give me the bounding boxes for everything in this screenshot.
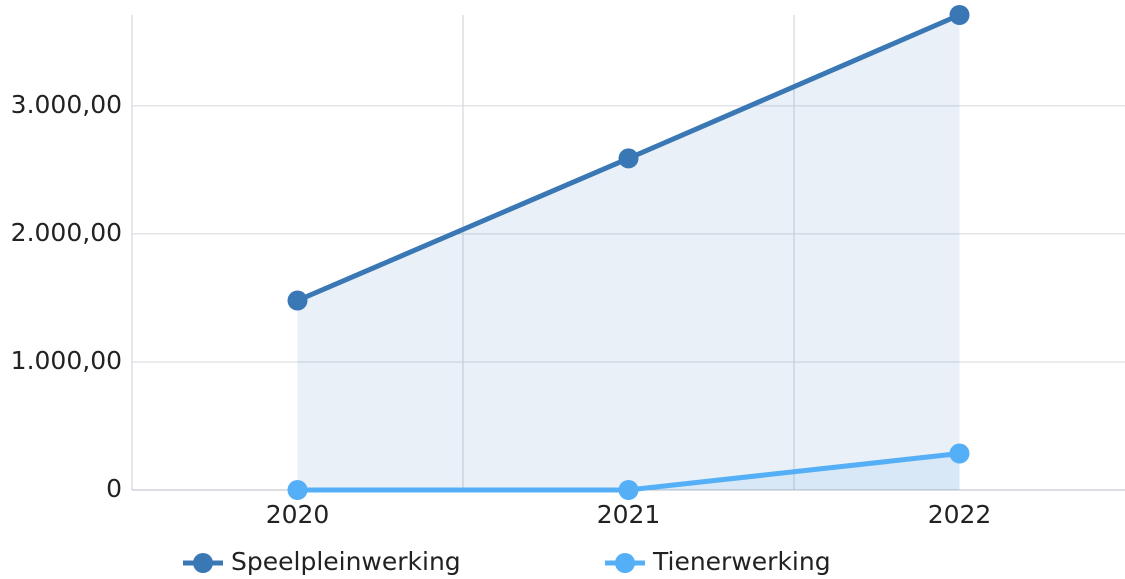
legend-marker xyxy=(193,553,213,573)
legend-marker xyxy=(615,553,635,573)
y-tick-label: 3.000,00 xyxy=(11,90,122,119)
point xyxy=(618,480,639,500)
point xyxy=(618,148,639,169)
x-tick-label: 2022 xyxy=(928,500,992,529)
x-tick-label: 2020 xyxy=(266,500,330,529)
point xyxy=(287,480,308,500)
area xyxy=(297,453,960,490)
y-tick-label: 0 xyxy=(106,474,122,503)
point xyxy=(287,290,308,311)
area xyxy=(297,15,960,490)
point xyxy=(949,5,970,25)
point xyxy=(949,443,970,464)
legend-label: Tienerwerking xyxy=(652,547,831,576)
legend-label: Speelpleinwerking xyxy=(231,547,461,576)
y-tick-label: 2.000,00 xyxy=(11,218,122,247)
y-tick-label: 1.000,00 xyxy=(11,346,122,375)
x-tick-label: 2021 xyxy=(597,500,661,529)
